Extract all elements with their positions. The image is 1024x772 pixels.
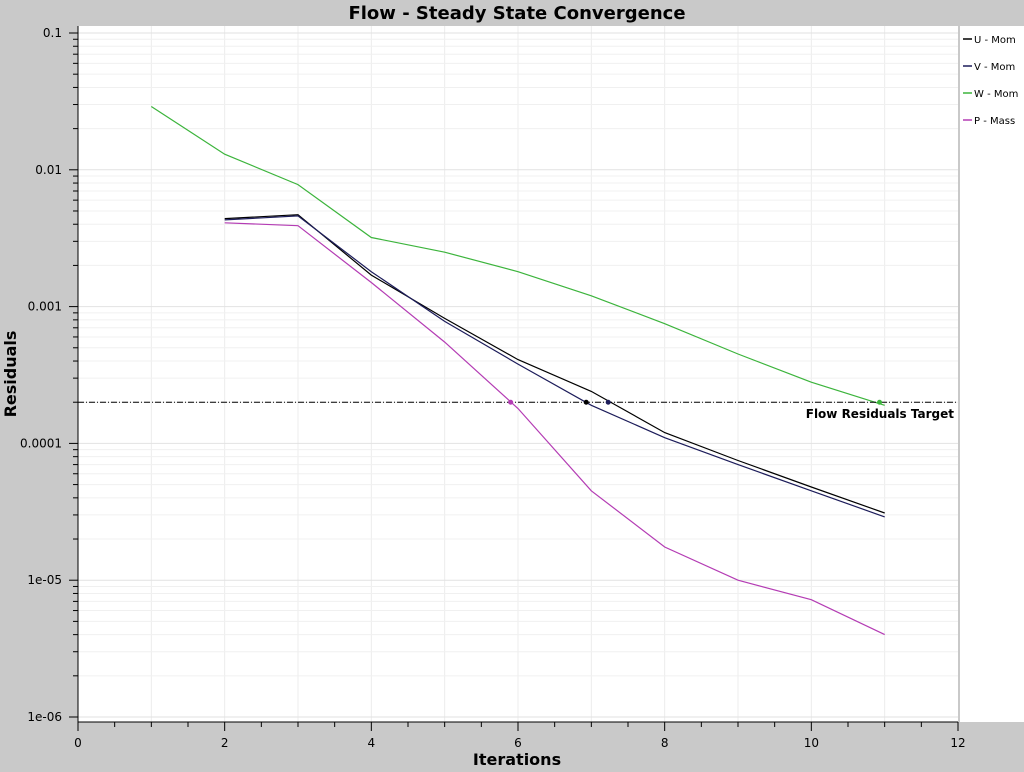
series-line <box>224 215 885 518</box>
x-axis-title: Iterations <box>473 750 561 768</box>
series-line <box>224 222 885 636</box>
x-tick-label: 0 <box>74 736 82 750</box>
series-line <box>224 214 885 514</box>
y-tick-label: 1e-05 <box>27 573 62 587</box>
grid-layer <box>78 26 958 722</box>
series-layer <box>150 105 885 636</box>
y-axis-title: Residuals <box>1 331 20 418</box>
y-tick-label: 0.001 <box>28 300 62 314</box>
target-crossing-marker <box>508 399 514 405</box>
y-tick-label: 0.1 <box>43 26 62 40</box>
x-tick-label: 10 <box>804 736 819 750</box>
x-tick-label: 2 <box>221 736 229 750</box>
y-tick-label: 0.01 <box>35 163 62 177</box>
chart-title: Flow - Steady State Convergence <box>348 3 685 24</box>
legend-entry-label: P - Mass <box>974 116 1015 127</box>
x-tick-label: 8 <box>661 736 669 750</box>
y-tick-label: 1e-06 <box>27 710 62 724</box>
axis-layer: 0 2 4 6 8 10 12 0.1 0.01 0.001 0.0001 1e-05 1e-06 <box>20 26 966 750</box>
x-tick-label: 12 <box>950 736 965 750</box>
legend-panel <box>960 26 1024 722</box>
x-tick-label: 4 <box>368 736 376 750</box>
series-line <box>150 105 885 406</box>
legend-entry-label: V - Mom <box>974 62 1015 73</box>
legend-entry-label: U - Mom <box>974 35 1016 46</box>
target-layer: Flow Residuals Target <box>78 399 958 421</box>
target-crossing-marker <box>877 399 883 405</box>
target-crossing-marker <box>605 399 611 405</box>
x-tick-label: 6 <box>514 736 522 750</box>
y-tick-label: 0.0001 <box>20 436 62 450</box>
legend-layer: U - Mom V - Mom W - Mom P - Mass <box>963 35 1018 127</box>
target-label: Flow Residuals Target <box>806 407 955 421</box>
target-crossing-marker <box>583 399 589 405</box>
legend-entry-label: W - Mom <box>974 89 1018 100</box>
